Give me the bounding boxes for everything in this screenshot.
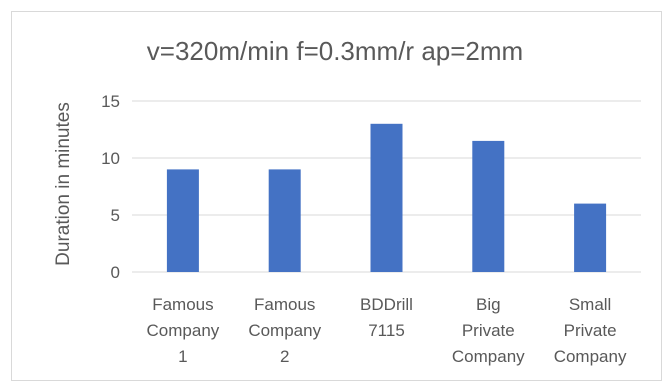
x-category-label-line: Small bbox=[569, 295, 612, 314]
x-category-label-line: Private bbox=[564, 321, 617, 340]
x-category-label-line: Company bbox=[452, 347, 525, 366]
bar bbox=[268, 169, 301, 272]
x-category-label: BDDrill 7115 bbox=[360, 295, 413, 340]
bar bbox=[574, 203, 607, 272]
chart-title: v=320m/min f=0.3mm/r ap=2mm bbox=[147, 36, 523, 66]
chart-area: v=320m/min f=0.3mm/r ap=2mm Duration in … bbox=[11, 11, 662, 381]
x-category-label-line: Company bbox=[248, 321, 321, 340]
y-tick-label: 10 bbox=[101, 149, 120, 168]
x-category-label-line: BDDrill bbox=[360, 295, 413, 314]
x-category-label-line: Private bbox=[462, 321, 515, 340]
x-category-label-line: Famous bbox=[254, 295, 315, 314]
y-tick-label: 0 bbox=[111, 263, 120, 282]
x-category-label-line: Company bbox=[554, 347, 627, 366]
x-category-label-line: 1 bbox=[178, 347, 187, 366]
y-tick-label: 15 bbox=[101, 92, 120, 111]
x-category-label-line: Company bbox=[147, 321, 220, 340]
x-category-label-line: Famous bbox=[152, 295, 213, 314]
bar bbox=[370, 123, 403, 272]
x-category-label-line: Big bbox=[476, 295, 501, 314]
x-category-label: Famous Company 1 bbox=[147, 295, 220, 366]
x-category-label-line: 7115 bbox=[368, 321, 405, 340]
bar-chart: v=320m/min f=0.3mm/r ap=2mm Duration in … bbox=[53, 36, 641, 366]
x-category-label: Famous Company 2 bbox=[248, 295, 321, 366]
bar bbox=[472, 140, 505, 272]
y-tick-labels: 0 5 10 15 bbox=[101, 92, 120, 282]
y-tick-label: 5 bbox=[111, 206, 120, 225]
x-category-label-line: 2 bbox=[280, 347, 289, 366]
x-category-label: Big Private Company bbox=[452, 295, 525, 366]
x-category-label: Small Private Company bbox=[554, 295, 627, 366]
bar bbox=[166, 169, 199, 272]
bars bbox=[166, 123, 607, 272]
y-axis-label: Duration in minutes bbox=[53, 102, 74, 266]
